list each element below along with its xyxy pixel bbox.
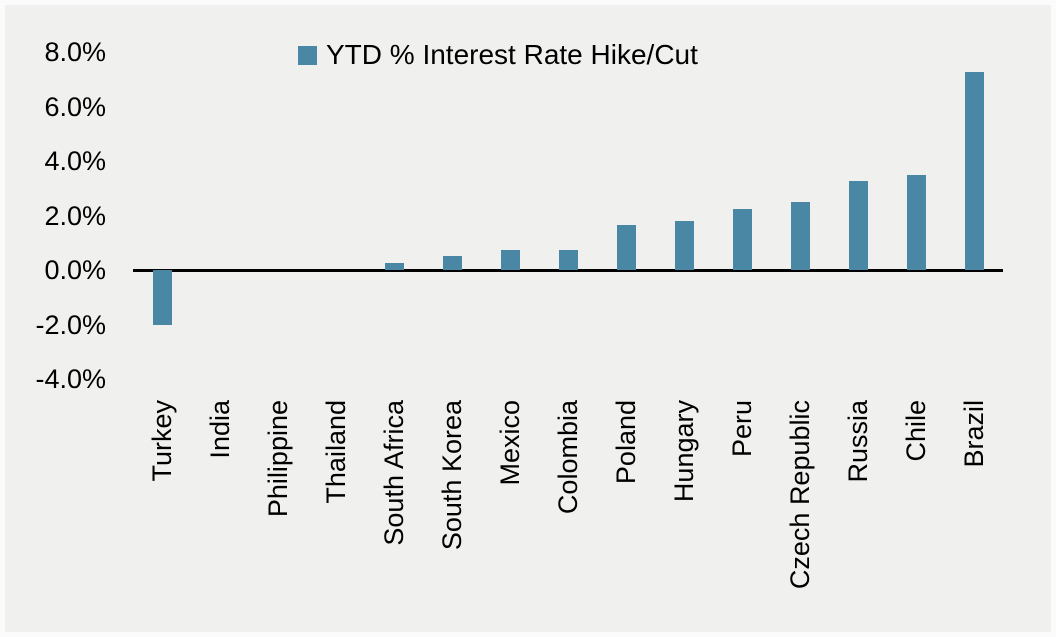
x-axis-label-poland: Poland (610, 400, 641, 485)
bar-peru (732, 208, 752, 270)
x-axis-label-thailand: Thailand (320, 400, 351, 504)
x-axis-label-south-korea: South Korea (436, 400, 467, 551)
y-axis-tick-label: 6.0% (44, 91, 106, 122)
y-axis-tick-label: -2.0% (35, 309, 106, 340)
x-axis-line (133, 269, 1003, 272)
bar-brazil (964, 72, 984, 270)
legend-label: YTD % Interest Rate Hike/Cut (326, 39, 698, 70)
bar-poland (616, 225, 636, 270)
x-axis-label-turkey: Turkey (146, 400, 177, 482)
y-axis-tick-label: 2.0% (44, 200, 106, 231)
legend: YTD % Interest Rate Hike/Cut (298, 40, 698, 70)
x-axis-label-chile: Chile (900, 400, 931, 462)
x-axis-label-mexico: Mexico (494, 400, 525, 486)
bar-chile (906, 174, 926, 270)
x-axis-label-south-africa: South Africa (378, 400, 409, 546)
x-axis-label-hungary: Hungary (668, 400, 699, 503)
x-axis-label-philippine: Philippine (262, 400, 293, 518)
y-axis-tick-label: 0.0% (44, 255, 106, 285)
x-axis-label-czech-republic: Czech Republic (784, 400, 815, 590)
legend-swatch-icon (298, 45, 317, 65)
bar-mexico (500, 249, 520, 270)
bar-turkey (152, 270, 172, 325)
x-axis-label-brazil: Brazil (958, 400, 989, 468)
x-axis-label-colombia: Colombia (552, 400, 583, 515)
x-axis-label-peru: Peru (726, 400, 757, 458)
x-axis-label-india: India (204, 400, 235, 459)
bar-colombia (558, 249, 578, 270)
bar-south-korea (442, 256, 462, 270)
y-axis-tick-label: 4.0% (44, 146, 106, 176)
bar-czech-republic (790, 201, 810, 270)
bar-hungary (674, 220, 694, 270)
y-axis-tick-label: -4.0% (35, 364, 106, 394)
x-axis-label-russia: Russia (842, 400, 873, 483)
bar-russia (848, 181, 868, 270)
y-axis-tick-label: 8.0% (44, 37, 106, 67)
bar-south-africa (384, 263, 404, 270)
